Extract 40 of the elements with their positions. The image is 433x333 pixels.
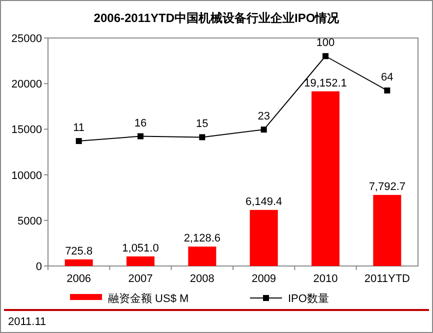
x-tick-label: 2007 <box>128 273 153 285</box>
bar <box>188 246 216 266</box>
text: 2011.11 <box>8 316 46 328</box>
point <box>384 87 390 94</box>
point <box>199 134 206 140</box>
data-label: 1,051.0 <box>122 242 159 254</box>
legend-label: 融资金额 US$ M <box>108 292 189 305</box>
x-tick-label: 2010 <box>313 273 338 285</box>
bar <box>64 259 93 266</box>
point <box>76 138 82 144</box>
point <box>138 133 144 140</box>
y-tick-label: 5000 <box>18 215 42 228</box>
data-label: 725.8 <box>65 245 93 258</box>
point <box>260 126 267 133</box>
x-tick-label: 2011YTD <box>364 273 410 285</box>
data-label: 15 <box>196 118 208 130</box>
bar <box>373 194 402 266</box>
x-tick-label: 2006 <box>66 273 92 285</box>
bar <box>126 256 154 266</box>
data-label: 7,792.7 <box>368 180 406 193</box>
y-tick-label: 25000 <box>11 33 42 45</box>
data-label: 2,128.6 <box>184 232 221 245</box>
x-tick-label: 2009 <box>252 273 276 285</box>
legend-label: IPO数量 <box>288 293 329 305</box>
y-tick-label: 10000 <box>11 170 42 182</box>
title: 2006-2011YTD中国机械设备行业企业IPO情况 <box>94 11 340 25</box>
data-label: 64 <box>381 71 394 84</box>
y-tick-label: 15000 <box>11 124 42 136</box>
data-label: 6,149.4 <box>245 196 282 208</box>
x-tick-label: 2008 <box>190 273 214 285</box>
data-label: 23 <box>258 110 270 123</box>
data-label: 11 <box>73 122 85 134</box>
data-label: 19,152.1 <box>304 77 347 90</box>
data-label: 16 <box>134 117 147 130</box>
bar <box>312 91 340 266</box>
bar <box>250 210 278 266</box>
point <box>322 53 328 60</box>
y-tick-label: 20000 <box>11 78 42 91</box>
data-label: 100 <box>316 37 335 50</box>
y-tick-label: 0 <box>36 261 42 273</box>
